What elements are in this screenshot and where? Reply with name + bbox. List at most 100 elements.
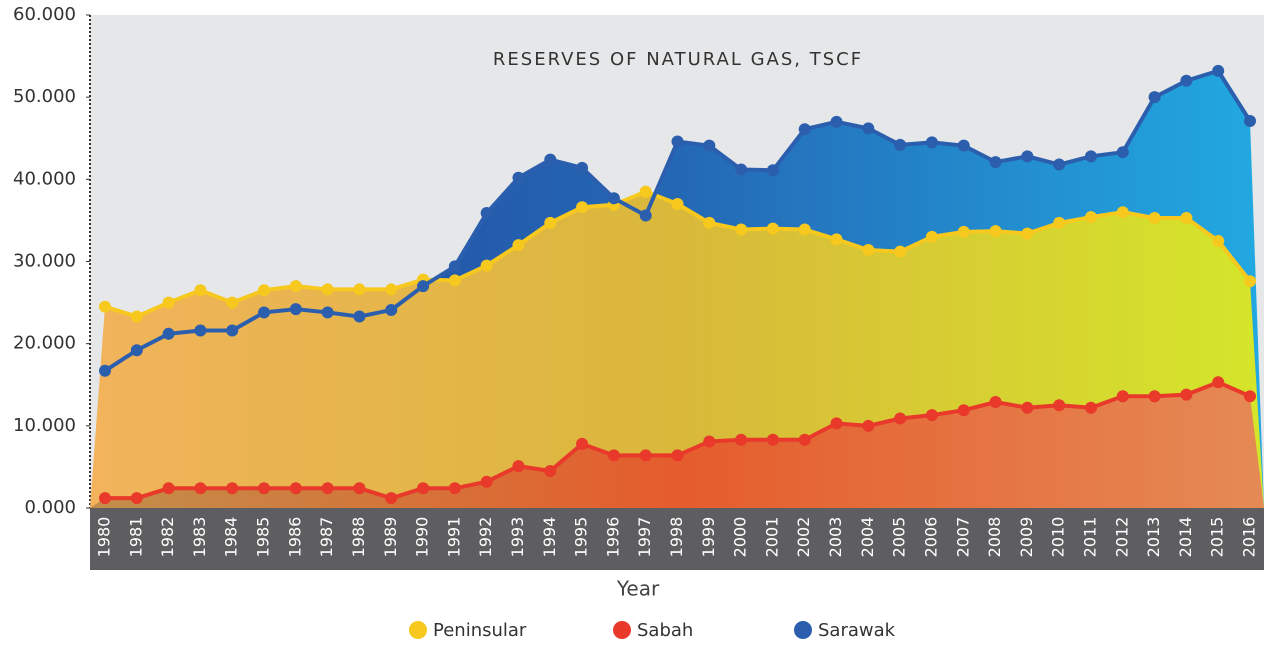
point [925,230,938,243]
point [830,233,843,246]
point [1053,216,1066,229]
point [957,404,970,417]
point [417,280,430,293]
point [766,164,779,177]
point [957,225,970,238]
point [671,135,684,148]
point [576,437,589,450]
legend-label: Sarawak [818,620,896,641]
point [671,197,684,210]
point [289,482,302,495]
point [798,433,811,446]
x-tick-label: 1996 [603,517,622,558]
point [989,396,1002,409]
point [258,284,271,297]
point [448,482,461,495]
point [703,435,716,448]
x-tick-label: 2006 [921,517,940,558]
chart-title: RESERVES OF NATURAL GAS, TSCF [493,49,863,70]
point [385,283,398,296]
point [925,409,938,422]
legend-swatch [409,621,427,639]
legend-swatch [613,621,631,639]
point [576,161,589,174]
y-tick-label: 30.000 [13,251,76,272]
x-tick-label: 1993 [508,517,527,558]
x-tick-label: 1985 [254,517,273,558]
point [671,449,684,462]
x-tick-label: 1997 [635,517,654,558]
point [989,156,1002,169]
point [1244,390,1256,403]
point [607,192,620,205]
point [1116,390,1129,403]
point [1116,206,1129,219]
point [1212,64,1225,77]
point [130,344,143,357]
point [194,284,207,297]
point [258,306,271,319]
point [448,260,461,273]
x-tick-label: 2003 [826,517,845,558]
point [448,274,461,287]
x-axis-label: Year [616,577,660,601]
point [1021,401,1034,414]
point [1021,227,1034,240]
point [258,482,271,495]
point [1148,390,1161,403]
point [1084,211,1097,224]
point [798,123,811,136]
x-tick-label: 2007 [953,517,972,558]
point [480,207,493,220]
point [1021,150,1034,163]
point [576,201,589,214]
point [862,243,875,256]
area [90,382,1264,508]
point [1148,211,1161,224]
point [99,492,111,505]
point [353,283,366,296]
legend-label: Sabah [637,620,693,641]
point [798,223,811,236]
x-tick-label: 1999 [699,517,718,558]
point [194,482,207,495]
legend-swatch [794,621,812,639]
x-tick-label: 2002 [794,517,813,558]
point [1116,146,1129,159]
x-tick-label: 1992 [476,517,495,558]
x-tick-label: 1983 [190,517,209,558]
point [385,303,398,316]
point [735,223,748,236]
point [544,465,557,478]
x-tick-label: 2008 [985,517,1004,558]
legend-label: Peninsular [433,620,527,641]
x-tick-label: 2016 [1240,517,1259,558]
x-tick-label: 2011 [1080,517,1099,558]
point [894,412,907,425]
point [544,216,557,229]
point [703,216,716,229]
point [321,482,334,495]
point [862,419,875,432]
x-tick-label: 2009 [1017,517,1036,558]
point [353,310,366,323]
point [1244,275,1256,288]
point [766,222,779,235]
x-tick-label: 2010 [1049,517,1068,558]
point [894,245,907,258]
y-tick-label: 20.000 [13,333,76,354]
point [830,115,843,128]
y-tick-label: 0.000 [24,497,76,518]
point [1084,150,1097,163]
point [894,138,907,151]
point [989,225,1002,238]
point [162,482,175,495]
point [639,185,652,198]
x-tick-label: 2000 [731,517,750,558]
point [703,139,716,152]
point [226,324,239,337]
x-tick-label: 1984 [222,517,241,558]
point [735,433,748,446]
